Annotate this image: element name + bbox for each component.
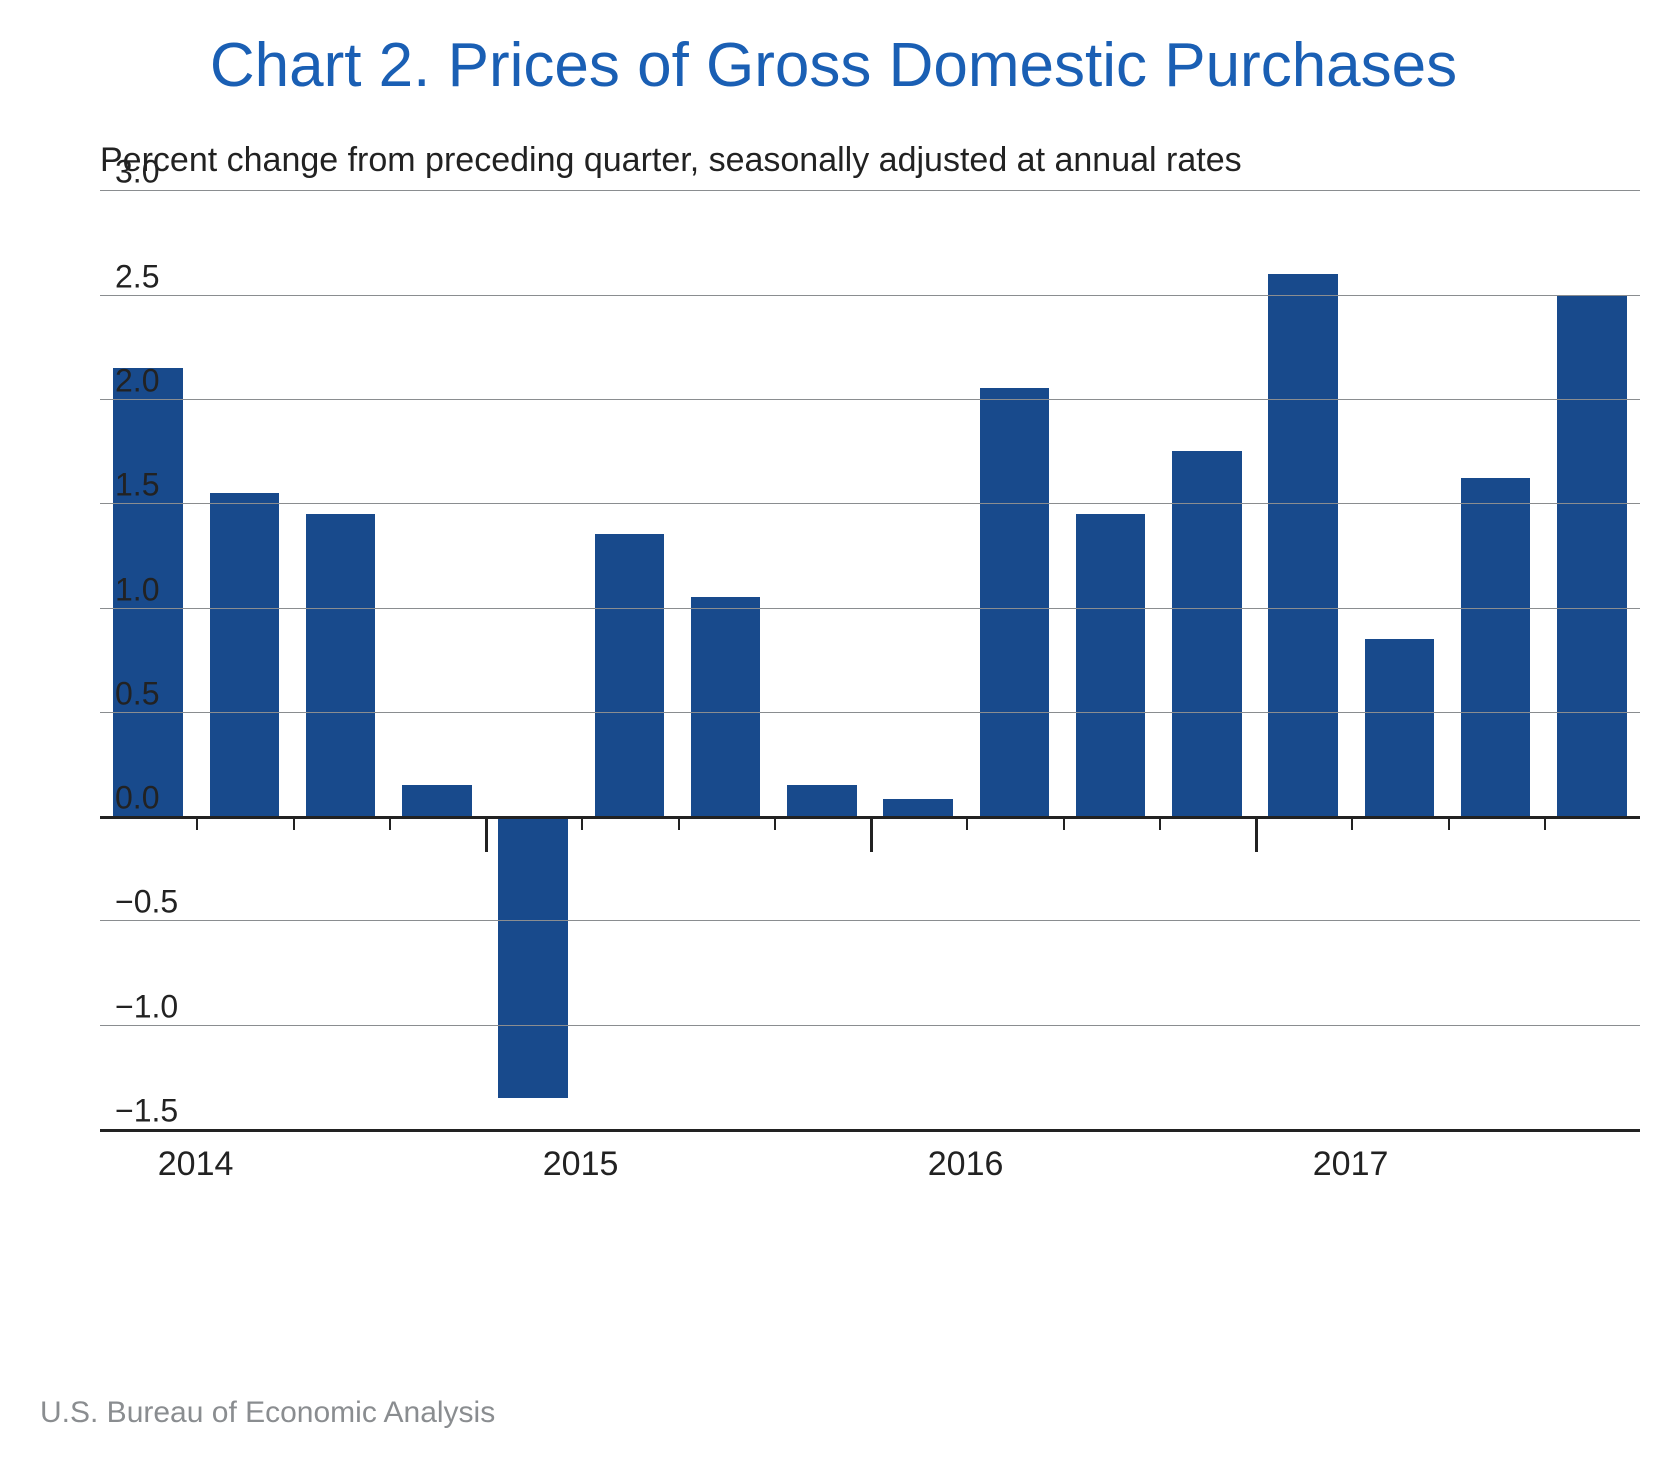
gridline	[100, 190, 1640, 191]
y-axis-label: 2.5	[115, 258, 159, 295]
data-bar	[306, 514, 375, 816]
x-axis-year-label: 2016	[928, 1145, 1004, 1184]
bottom-border	[100, 1129, 1640, 1132]
minor-tick	[678, 816, 680, 830]
minor-tick	[1063, 816, 1065, 830]
gridline	[100, 712, 1640, 713]
gridline	[100, 920, 1640, 921]
data-bar	[1365, 639, 1434, 816]
year-tick	[1255, 816, 1258, 852]
data-bar	[1461, 478, 1530, 816]
y-axis-label: −0.5	[115, 884, 178, 921]
minor-tick	[1544, 816, 1546, 830]
y-axis-label: 0.5	[115, 675, 159, 712]
y-axis-label: 1.5	[115, 467, 159, 504]
y-axis-label: 1.0	[115, 571, 159, 608]
data-bar	[498, 816, 567, 1098]
gridline	[100, 608, 1640, 609]
minor-tick	[966, 816, 968, 830]
y-axis-label: 3.0	[115, 154, 159, 191]
year-tick	[485, 816, 488, 852]
gridline	[100, 295, 1640, 296]
x-axis-year-label: 2015	[543, 1145, 619, 1184]
chart-container: Chart 2. Prices of Gross Domestic Purcha…	[0, 0, 1667, 1460]
y-axis-label: −1.5	[115, 1093, 178, 1130]
data-bar	[980, 388, 1049, 816]
year-tick	[870, 816, 873, 852]
minor-tick	[774, 816, 776, 830]
minor-tick	[1159, 816, 1161, 830]
minor-tick	[293, 816, 295, 830]
data-bar	[691, 597, 760, 816]
data-bar	[1172, 451, 1241, 816]
chart-title: Chart 2. Prices of Gross Domestic Purcha…	[80, 30, 1588, 101]
data-bar	[1076, 514, 1145, 816]
data-bar	[402, 785, 471, 816]
x-axis-year-label: 2014	[158, 1145, 234, 1184]
source-attribution: U.S. Bureau of Economic Analysis	[40, 1396, 495, 1430]
data-bar	[1557, 295, 1626, 817]
y-axis-label: −1.0	[115, 988, 178, 1025]
gridline	[100, 399, 1640, 400]
plot-area: 3.02.52.01.51.00.50.0−0.5−1.0−1.52014201…	[100, 190, 1640, 1160]
minor-tick	[1351, 816, 1353, 830]
data-bar	[210, 493, 279, 816]
data-bar	[787, 785, 856, 816]
chart-subtitle: Percent change from preceding quarter, s…	[100, 141, 1627, 180]
bars-layer	[100, 190, 1640, 1160]
gridline	[100, 1025, 1640, 1026]
data-bar	[1268, 274, 1337, 816]
data-bar	[595, 534, 664, 816]
minor-tick	[196, 816, 198, 830]
y-axis-label: 0.0	[115, 780, 159, 817]
x-axis-year-label: 2017	[1313, 1145, 1389, 1184]
data-bar	[883, 799, 952, 816]
gridline	[100, 503, 1640, 504]
minor-tick	[581, 816, 583, 830]
minor-tick	[389, 816, 391, 830]
y-axis-label: 2.0	[115, 362, 159, 399]
minor-tick	[1448, 816, 1450, 830]
